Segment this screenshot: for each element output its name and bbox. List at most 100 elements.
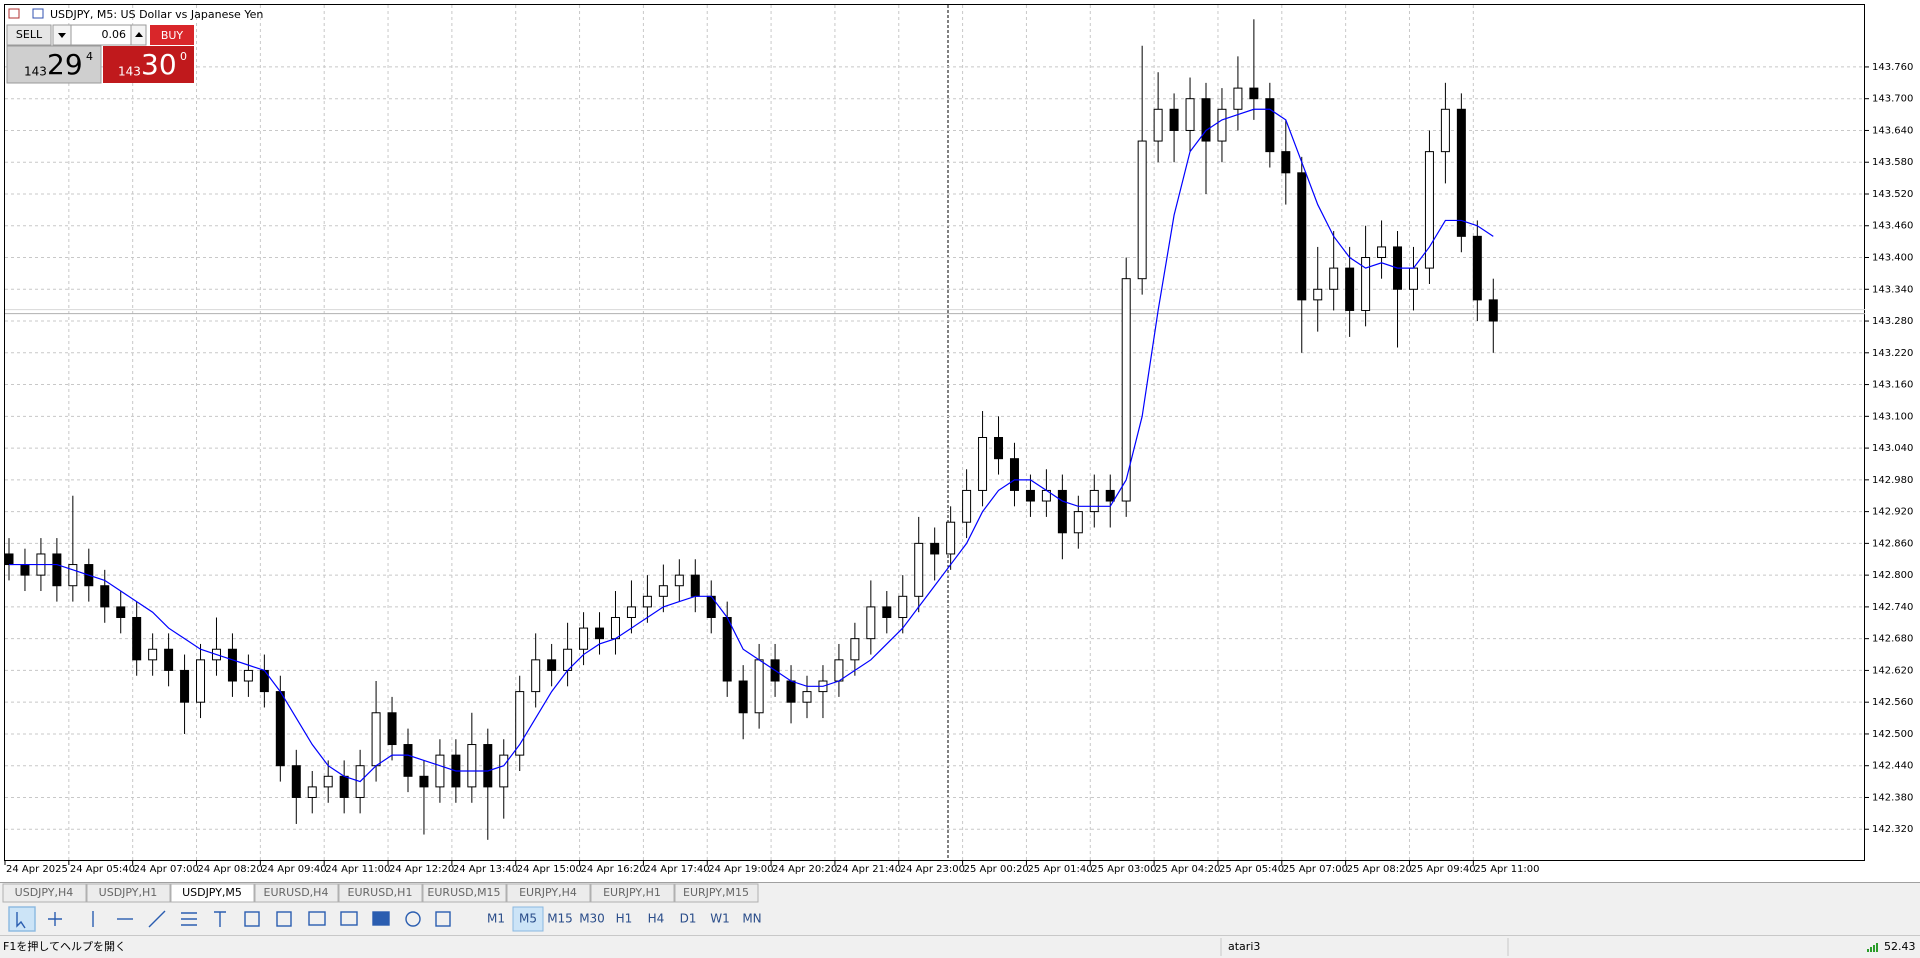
candle-body	[371, 712, 381, 767]
timeframes: M1 M5 M15 M30 H1 H4 D1 W1 MN	[487, 906, 762, 932]
candle-body	[1201, 98, 1211, 142]
y-tick-label: 142.380	[1872, 792, 1913, 803]
tab[interactable]	[254, 883, 339, 903]
candle-body	[116, 606, 126, 618]
tab[interactable]	[422, 883, 507, 903]
x-tick-label: 24 Apr 23:00	[900, 864, 965, 875]
chart-tool-icon[interactable]	[340, 911, 358, 926]
candle-body	[227, 648, 237, 682]
y-tick-label: 143.580	[1872, 157, 1913, 168]
tab-label[interactable]: EURUSD,H4	[264, 886, 329, 899]
timeframe[interactable]: M5	[519, 912, 537, 926]
timeframe[interactable]: D1	[680, 912, 697, 926]
tab-label[interactable]: USDJPY,H1	[99, 886, 158, 899]
buy-button[interactable]	[150, 25, 194, 45]
y-tick-label: 142.500	[1872, 729, 1913, 740]
timeframe[interactable]: M30	[579, 912, 605, 926]
candle-body	[4, 553, 14, 566]
y-tick-label: 143.700	[1872, 94, 1913, 105]
candle-body	[1009, 458, 1019, 491]
candle-body	[1265, 98, 1275, 153]
candle-body	[515, 691, 525, 756]
volume-value: 0.06	[102, 28, 127, 41]
y-tick-label: 143.160	[1872, 380, 1913, 391]
crosshair-icon[interactable]	[48, 912, 62, 926]
timeframe[interactable]: M1	[487, 912, 505, 926]
tab-label[interactable]: EURJPY,H1	[603, 886, 661, 899]
candle-body	[339, 775, 349, 798]
candle-body	[1361, 257, 1371, 311]
toolbar	[0, 904, 1920, 934]
text-icon[interactable]	[214, 911, 226, 927]
sell-prefix: 143	[24, 65, 47, 79]
candle-body	[994, 436, 1004, 460]
tab[interactable]	[86, 883, 171, 903]
sell-price[interactable]	[6, 45, 102, 84]
y-tick-label: 143.340	[1872, 284, 1913, 295]
sell-button[interactable]	[6, 24, 52, 46]
tab-label[interactable]: USDJPY,H4	[15, 886, 74, 899]
chart-frame	[4, 4, 1865, 861]
timeframe[interactable]: MN	[742, 912, 761, 926]
plot-area: 142.320 142.380 142.440 142.500 142.560 142.6…	[4, 5, 1913, 875]
y-tick-label: 142.920	[1872, 507, 1913, 518]
tab-label[interactable]: EURJPY,M15	[683, 886, 749, 899]
label-icon[interactable]	[276, 911, 292, 927]
cursor-tool[interactable]	[8, 906, 36, 932]
y-tick-label: 143.520	[1872, 189, 1913, 200]
x-tick-label: 24 Apr 05:40	[70, 864, 135, 875]
trendline-icon[interactable]	[148, 910, 166, 928]
candle-body	[722, 616, 732, 682]
candle-body	[786, 680, 796, 703]
tab[interactable]	[170, 883, 255, 903]
candle-body	[930, 542, 940, 555]
x-tick-label: 24 Apr 08:20	[198, 864, 263, 875]
candle-body	[834, 659, 844, 682]
tab-label[interactable]: USDJPY,M5	[182, 886, 242, 899]
y-tick-label: 142.620	[1872, 665, 1913, 676]
tab-label[interactable]: EURUSD,H1	[348, 886, 413, 899]
shape-icon[interactable]	[244, 911, 260, 927]
candle-body	[1233, 87, 1243, 110]
timeframe[interactable]: H4	[648, 912, 665, 926]
y-tick-label: 143.400	[1872, 253, 1913, 264]
y-tick-label: 142.860	[1872, 538, 1913, 549]
timeframe[interactable]: W1	[710, 912, 730, 926]
candle-body	[595, 627, 605, 640]
tab-label[interactable]: EURUSD,M15	[427, 886, 500, 899]
x-tick-label: 24 Apr 15:00	[517, 864, 582, 875]
candle-body	[866, 606, 876, 640]
arrow-icon	[58, 33, 66, 38]
tab[interactable]	[674, 883, 759, 903]
ok-icon[interactable]	[372, 911, 390, 926]
x-tick-label: 25 Apr 07:00	[1283, 864, 1348, 875]
candle-body	[291, 765, 301, 798]
tab[interactable]	[338, 883, 423, 903]
buy-price[interactable]	[103, 46, 194, 83]
candle-body	[1313, 288, 1323, 301]
channel-icon[interactable]	[181, 912, 197, 926]
candle-body	[1329, 267, 1339, 290]
candle-body	[307, 786, 317, 798]
arrow-tool-icon[interactable]	[308, 911, 326, 926]
candle-body	[1377, 246, 1387, 259]
tab[interactable]	[506, 883, 591, 903]
timeframe[interactable]: M15	[547, 912, 573, 926]
candle-body	[1488, 299, 1498, 322]
timeframe[interactable]: H1	[616, 912, 633, 926]
tab[interactable]	[590, 883, 675, 903]
buy-prefix: 143	[118, 65, 141, 79]
tab-label[interactable]: EURJPY,H4	[519, 886, 577, 899]
candle-body	[1025, 489, 1035, 502]
candle-body	[1456, 108, 1466, 237]
buy-label[interactable]: BUY	[161, 29, 184, 42]
sell-label[interactable]: SELL	[16, 28, 43, 41]
candle-body	[850, 638, 860, 661]
shapes-icon[interactable]	[405, 911, 421, 927]
x-tick-label: 24 Apr 2025	[6, 864, 68, 875]
x-tick-label: 25 Apr 08:20	[1347, 864, 1412, 875]
buy-main: 30	[141, 48, 177, 81]
chart-icon	[32, 8, 44, 19]
tab[interactable]	[2, 883, 87, 903]
more-icon[interactable]	[435, 911, 451, 927]
